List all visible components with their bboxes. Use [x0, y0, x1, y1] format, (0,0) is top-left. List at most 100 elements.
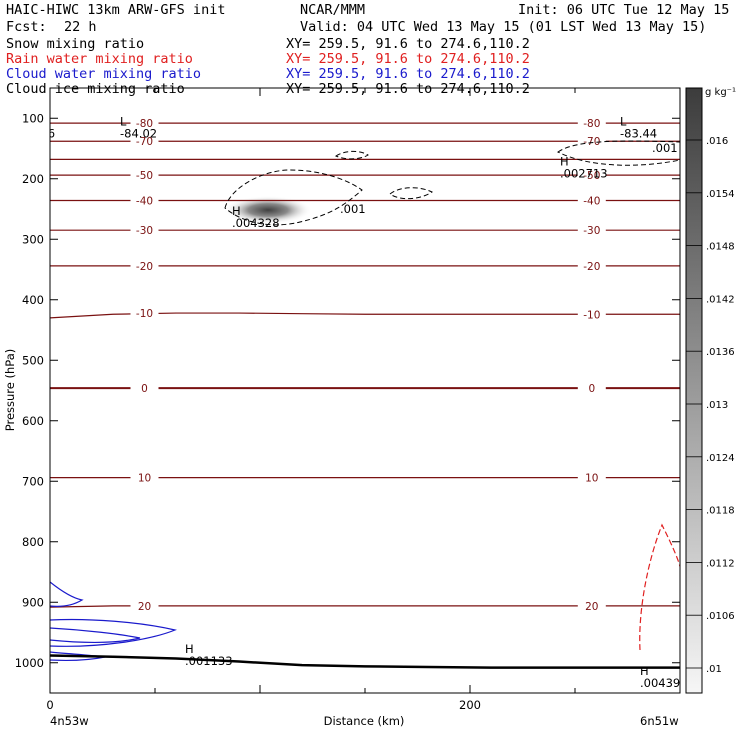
- x-endpoint-right: 6n51w: [640, 714, 679, 728]
- temperature-contour-label: -50: [136, 170, 153, 182]
- contour-label-bg: [577, 135, 606, 148]
- field-cloud-water-name: Cloud water mixing ratio: [6, 66, 201, 82]
- y-tick-label: 600: [22, 414, 44, 428]
- contour-label-bg: [577, 194, 606, 207]
- cloud-ice-contour: [224, 169, 363, 226]
- colorbar-tick-label: .0154: [706, 189, 735, 200]
- y-axis-label: Pressure (hPa): [3, 349, 17, 432]
- temperature-contour-label: -30: [583, 225, 600, 237]
- temperature-contour-label: -70: [136, 136, 153, 148]
- contour-label-bg: [130, 194, 159, 207]
- temperature-contour-label: -30: [136, 225, 153, 237]
- contour-label-bg: [577, 599, 606, 612]
- y-tick-label: 800: [22, 535, 44, 549]
- field-rain-name: Rain water mixing ratio: [6, 51, 193, 67]
- field-cloud-water-xy: XY= 259.5, 91.6 to 274.6,110.2: [286, 66, 530, 82]
- colorbar-tick-label: .0142: [706, 294, 735, 305]
- contour-label-bg: [130, 599, 159, 612]
- init-time: Init: 06 UTC Tue 12 May 15: [518, 2, 729, 18]
- extreme-marker: L: [120, 114, 127, 128]
- contour-label-bg: [130, 259, 159, 272]
- cloud-ice-contour: [334, 150, 369, 160]
- extreme-value: -83.44: [620, 126, 657, 140]
- colorbar-tick-label: .0118: [706, 506, 735, 517]
- field-snow-xy: XY= 259.5, 91.6 to 274.6,110.2: [286, 36, 530, 52]
- contour-label-bg: [130, 307, 159, 320]
- temperature-contour-label: -50: [583, 170, 600, 182]
- colorbar-fill: [685, 87, 703, 694]
- contour-label-bg: [130, 117, 159, 130]
- x-tick-label: 200: [459, 698, 481, 712]
- extreme-marker: H: [232, 204, 241, 218]
- contour-label-bg: [577, 259, 606, 272]
- forecast-label: Fcst:: [6, 19, 47, 35]
- extreme-value: .002713: [560, 166, 608, 180]
- temperature-contour-label: 10: [585, 473, 598, 485]
- y-tick-label: 400: [22, 293, 44, 307]
- center-label: NCAR/MMM: [300, 2, 365, 18]
- contour-label-bg: [577, 308, 606, 321]
- temperature-contour-label: -40: [136, 196, 153, 208]
- temperature-contour-label: 0: [141, 383, 148, 395]
- colorbar-tick-label: .0124: [706, 453, 735, 464]
- plot-area: -80 -80-70 -70-50 -50-40 -40-30 -30-20 -20-10-…: [18, 114, 688, 690]
- temperature-contour-label: 20: [138, 601, 151, 613]
- colorbar-tick-label: .0106: [706, 611, 735, 622]
- colorbar: g kg⁻¹ .016 .0154 .0148 .0142 .0136 .013 .0124…: [685, 87, 736, 694]
- temperature-contour-label: -80: [136, 118, 153, 130]
- y-tick-label: 500: [22, 353, 44, 367]
- contour-label-bg: [577, 382, 606, 395]
- cloud-ice-contour: [389, 187, 433, 200]
- extreme-value: -83.86: [18, 126, 55, 140]
- model-title: HAIC-HIWC 13km ARW-GFS init: [6, 2, 225, 18]
- extreme-marker: L: [620, 114, 627, 128]
- temperature-contour-label: -80: [583, 118, 600, 130]
- contour-label-bg: [130, 135, 159, 148]
- x-tick-label: 0: [46, 698, 53, 712]
- contour-label-ice: .001: [340, 202, 366, 216]
- extreme-marker: H: [560, 154, 569, 168]
- y-tick-label: 200: [22, 172, 44, 186]
- contour-label-ice-right: .001: [652, 141, 678, 155]
- y-tick-label: 700: [22, 474, 44, 488]
- y-tick-label: 900: [22, 595, 44, 609]
- extreme-value: .004328: [232, 216, 280, 230]
- surface-line: [50, 654, 680, 669]
- x-endpoint-left: 4n53w: [50, 714, 89, 728]
- extreme-value: .004392: [640, 676, 688, 690]
- field-rain-xy: XY= 259.5, 91.6 to 274.6,110.2: [286, 51, 530, 67]
- field-cloud-ice-xy: XY= 259.5, 91.6 to 274.6,110.2: [286, 81, 530, 97]
- temperature-contour-label: 10: [138, 473, 151, 485]
- contour-label-bg: [577, 169, 606, 182]
- colorbar-tick-label: .0112: [706, 558, 735, 569]
- contour-label-bg: [130, 169, 159, 182]
- extreme-value: -84.02: [120, 126, 157, 140]
- cloud-ice-contour: [557, 140, 680, 166]
- field-snow-name: Snow mixing ratio: [6, 36, 144, 52]
- colorbar-tick-label: .013: [706, 400, 728, 411]
- y-tick-label: 300: [22, 232, 44, 246]
- contour-label-bg: [130, 224, 159, 237]
- extreme-marker: H: [640, 664, 649, 678]
- temperature-contour-label: -20: [583, 261, 600, 273]
- forecast-hours: 22 h: [64, 19, 97, 35]
- snow-shading: [224, 196, 312, 224]
- colorbar-tick-label: .01: [706, 664, 722, 675]
- contour-label-bg: [130, 471, 159, 484]
- temperature-contours: -80 -80-70 -70-50 -50-40 -40-30 -30-20 -20-10-…: [50, 117, 680, 613]
- contour-label-bg: [577, 117, 606, 130]
- temperature-contour-label: -10: [136, 308, 153, 320]
- temperature-contour-label: -10: [583, 309, 600, 321]
- x-axis-label: Distance (km): [324, 714, 405, 728]
- y-tick-label: 1000: [15, 656, 44, 670]
- field-cloud-ice-name: Cloud ice mixing ratio: [6, 81, 185, 97]
- extreme-markers: L-83.86L-84.02L-83.44H.004328H.002713H.0…: [18, 114, 688, 690]
- temperature-contour-label: 20: [585, 601, 598, 613]
- colorbar-unit: g kg⁻¹: [705, 87, 736, 98]
- rain-water-contour: [639, 523, 680, 651]
- contour-label-bg: [577, 471, 606, 484]
- temperature-contour-label: -40: [583, 196, 600, 208]
- extreme-marker: H: [185, 642, 194, 656]
